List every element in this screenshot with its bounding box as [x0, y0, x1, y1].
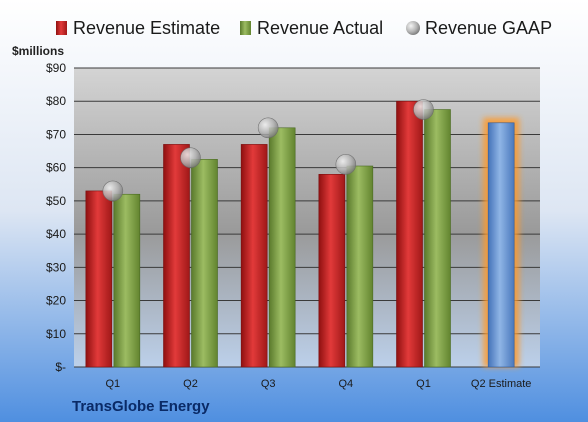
marker-revenue-gaap	[257, 117, 279, 139]
x-tick-label: Q2 Estimate	[471, 378, 532, 390]
legend: Revenue Estimate Revenue Actual Revenue GA…	[56, 18, 552, 38]
marker-revenue-gaap	[413, 99, 434, 120]
company-name: TransGlobe Energy	[72, 398, 210, 415]
bar-revenue-actual	[191, 159, 218, 368]
legend-label: Revenue Actual	[257, 18, 383, 38]
bar-revenue-actual	[424, 109, 451, 368]
y-tick-label: $30	[46, 260, 66, 274]
y-tick-label: $20	[46, 294, 66, 308]
x-axis-tick-labels: Q1 Q2 Q3 Q4 Q1 Q2 Estimate	[105, 378, 531, 390]
x-tick-label: Q1	[416, 378, 431, 390]
plot-area	[74, 68, 540, 367]
x-tick-label: Q3	[261, 378, 276, 390]
legend-label: Revenue GAAP	[425, 18, 552, 38]
x-tick-label: Q2	[183, 378, 198, 390]
legend-swatch	[406, 21, 420, 35]
y-tick-label: $80	[46, 94, 66, 108]
y-tick-label: $10	[46, 327, 66, 341]
gaap-markers	[102, 99, 434, 202]
bar-revenue-estimate	[240, 144, 268, 368]
y-tick-label: $70	[46, 127, 66, 141]
marker-revenue-gaap	[102, 180, 124, 202]
legend-label: Revenue Estimate	[73, 18, 220, 38]
x-tick-label: Q4	[338, 378, 353, 390]
bar-revenue-estimate	[396, 100, 423, 368]
marker-revenue-gaap	[335, 154, 357, 175]
bar-q2-estimate	[487, 122, 515, 368]
x-tick-label: Q1	[105, 378, 120, 390]
y-axis-unit-label: $millions	[12, 44, 64, 58]
grid-lines	[74, 67, 540, 368]
y-tick-label: $90	[46, 61, 66, 75]
y-tick-label: $-	[55, 360, 66, 374]
legend-swatch	[56, 21, 67, 35]
bar-revenue-actual	[346, 165, 374, 368]
bar-revenue-actual	[268, 127, 296, 368]
bar-revenue-estimate	[163, 144, 190, 368]
y-tick-label: $60	[46, 161, 66, 175]
y-tick-label: $50	[46, 194, 66, 208]
legend-swatch	[240, 21, 251, 35]
bar-revenue-estimate	[85, 190, 113, 368]
y-axis-tick-labels: $- $10 $20 $30 $40 $50 $60 $70 $80 $90	[46, 61, 66, 374]
bar-revenue-estimate	[318, 174, 346, 368]
bars	[85, 100, 515, 368]
y-tick-label: $40	[46, 227, 66, 241]
bar-revenue-actual	[113, 193, 141, 368]
marker-revenue-gaap	[180, 147, 201, 168]
